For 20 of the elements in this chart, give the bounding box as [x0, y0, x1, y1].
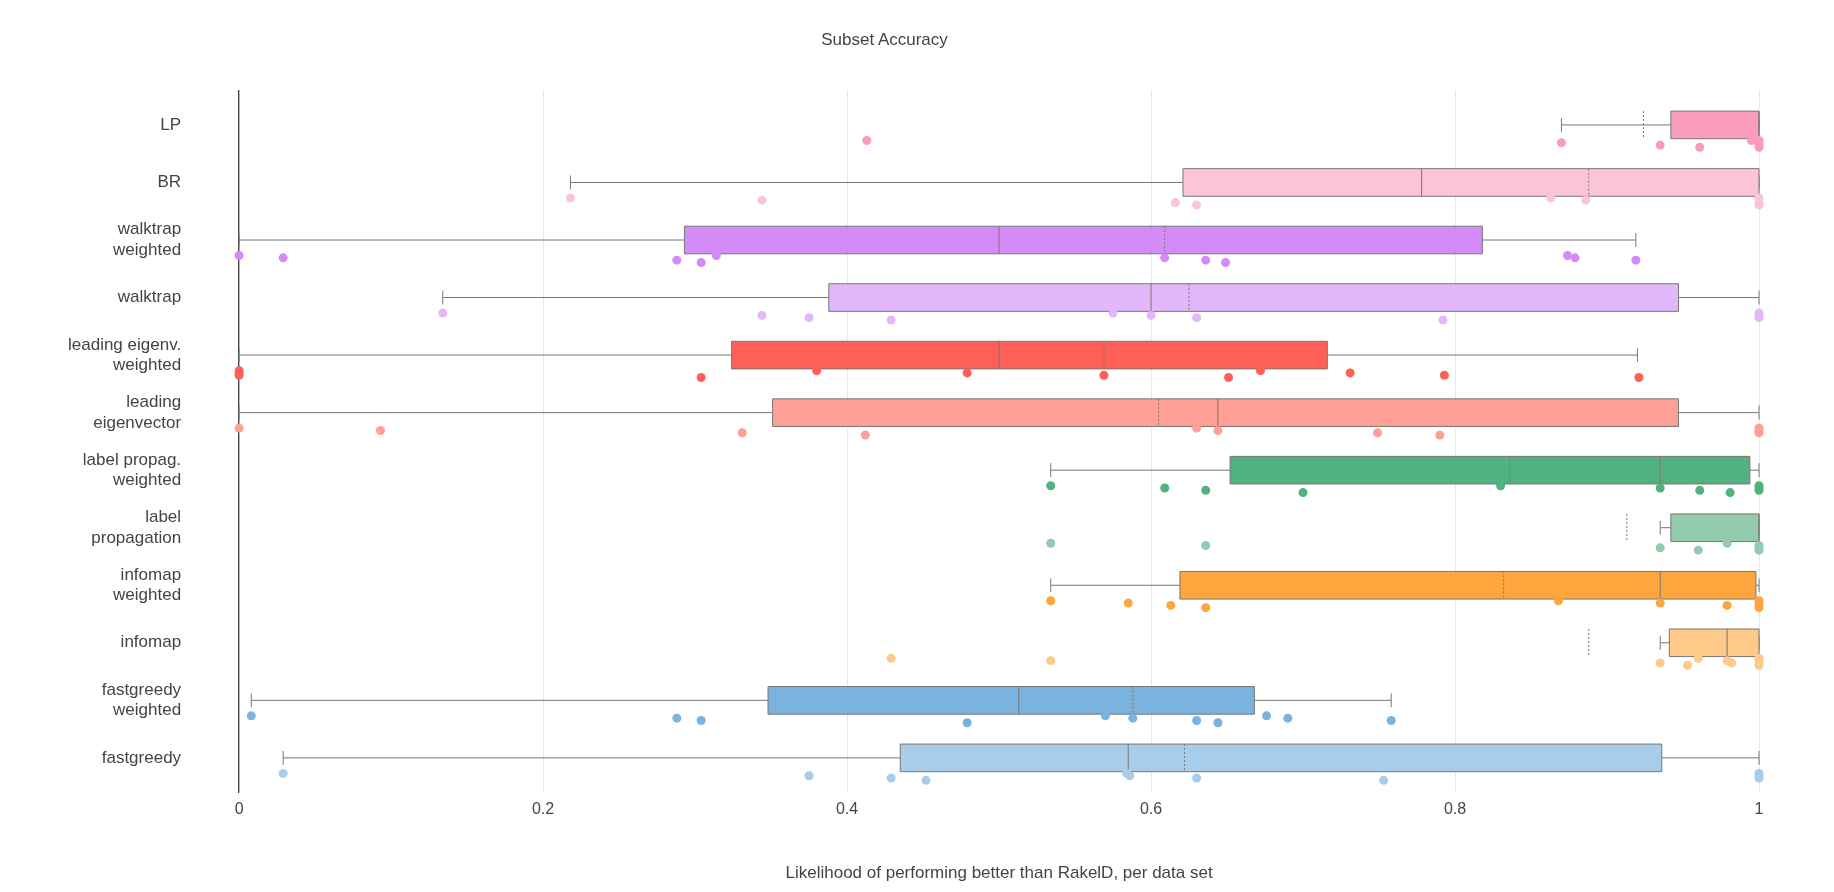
- x-tick-label: 1: [1754, 800, 1764, 818]
- y-tick-label: leading eigenv. weighted: [68, 334, 182, 374]
- x-tick-label: 0.2: [531, 800, 555, 818]
- y-tick-label: fastgreedy weighted: [101, 679, 182, 720]
- y-tick-label: infomap: [120, 632, 182, 652]
- x-tick-label: 0.8: [1443, 800, 1467, 818]
- x-tick-label: 0.4: [835, 800, 859, 818]
- y-tick-label: fastgreedy: [101, 747, 182, 767]
- y-tick-label: infomap weighted: [112, 564, 182, 605]
- y-tick-label: BR: [157, 172, 182, 192]
- y-tick-label: leading eigenvector: [93, 392, 182, 432]
- y-tick-label: walktrap weighted: [112, 219, 182, 259]
- x-tick-label: 0: [234, 800, 244, 818]
- x-axis-title: Likelihood of performing better than RakelD, per data set: [785, 863, 1213, 883]
- chart-title: Subset Accuracy: [821, 29, 949, 49]
- y-tick-label: LP: [160, 114, 182, 134]
- x-tick-label: 0.6: [1139, 800, 1163, 818]
- y-tick-label: label propag. weighted: [82, 449, 182, 490]
- y-tick-label: label propagation: [91, 507, 182, 547]
- y-tick-label: walktrap: [116, 287, 182, 307]
